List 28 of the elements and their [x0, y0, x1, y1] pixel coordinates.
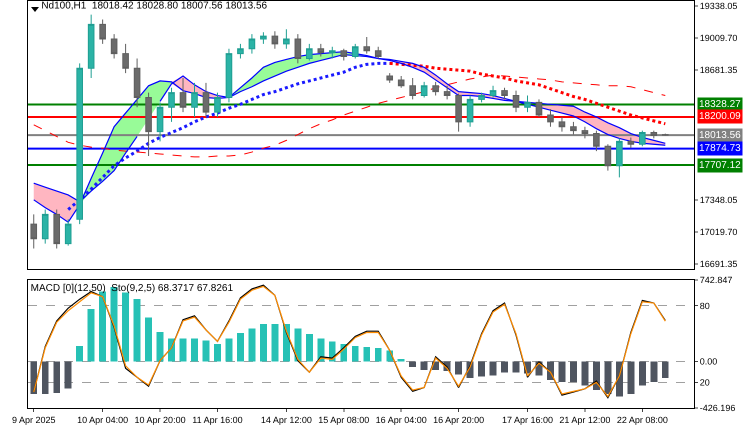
x-tick-label: 15 Apr 08:00 — [318, 414, 370, 425]
y2-tick-label: 80 — [700, 300, 710, 311]
y-tick-label: 0.00 — [700, 356, 718, 366]
chart-title: Nd100,H1 18018.42 18028.80 18007.56 18013.56 — [41, 0, 268, 12]
y-tick-label: 19009.70 — [700, 33, 738, 44]
ref-line-label: 18328.27 — [699, 99, 742, 110]
y-tick-label: 18681.35 — [700, 65, 738, 76]
y-tick-label: 16691.35 — [700, 259, 738, 270]
y-tick-label: 742.847 — [700, 275, 732, 286]
ref-line-label: 18013.56 — [699, 130, 742, 141]
ref-line-label: 17707.12 — [699, 160, 742, 171]
y-tick-label: 19338.05 — [700, 1, 738, 12]
x-tick-label: 14 Apr 12:00 — [260, 414, 312, 425]
x-tick-label: 16 Apr 04:00 — [376, 414, 427, 425]
y-tick-label: 17348.05 — [700, 195, 738, 206]
y2-tick-label: 20 — [700, 378, 710, 388]
x-tick-label: 21 Apr 12:00 — [559, 414, 610, 425]
x-tick-label: 9 Apr 2025 — [12, 414, 56, 425]
x-tick-label: 10 Apr 20:00 — [134, 414, 186, 425]
y-tick-label: 17019.70 — [700, 227, 738, 238]
y-tick-label: -426.196 — [700, 403, 736, 414]
ref-line-label: 18200.09 — [699, 111, 742, 122]
x-tick-label: 16 Apr 20:00 — [433, 414, 484, 425]
ref-line-label: 17874.73 — [699, 143, 742, 154]
x-tick-label: 10 Apr 04:00 — [77, 414, 128, 425]
x-tick-label: 11 Apr 16:00 — [192, 414, 243, 425]
x-tick-label: 17 Apr 16:00 — [502, 414, 554, 425]
x-tick-label: 22 Apr 08:00 — [616, 414, 668, 425]
